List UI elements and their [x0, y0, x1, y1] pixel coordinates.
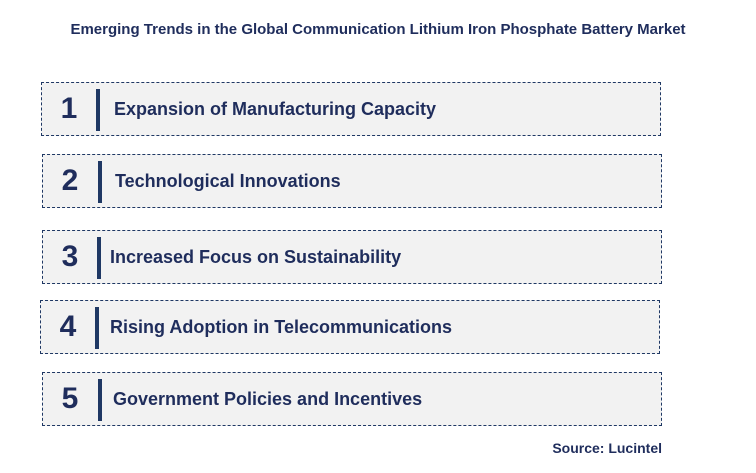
trend-number: 1 — [60, 92, 78, 125]
trend-item-4: 4 Rising Adoption in Telecommunications — [40, 300, 660, 354]
trend-divider — [95, 307, 99, 349]
trend-label: Technological Innovations — [115, 171, 341, 191]
trend-number: 5 — [61, 382, 79, 415]
trend-item-5: 5 Government Policies and Incentives — [42, 372, 662, 426]
trend-divider — [97, 237, 101, 279]
diagram-title: Emerging Trends in the Global Communicat… — [70, 21, 686, 38]
trend-label: Increased Focus on Sustainability — [110, 247, 402, 267]
trend-divider — [98, 379, 102, 421]
trend-label: Rising Adoption in Telecommunications — [110, 317, 453, 337]
trend-number: 3 — [61, 240, 79, 273]
trend-number: 2 — [61, 164, 79, 197]
trend-item-2: 2 Technological Innovations — [42, 154, 662, 208]
trend-label: Expansion of Manufacturing Capacity — [114, 99, 437, 119]
trend-divider — [96, 89, 100, 131]
source-label: Source: Lucintel — [552, 440, 662, 456]
trend-number: 4 — [59, 310, 77, 343]
trend-item-3: 3 Increased Focus on Sustainability — [42, 230, 662, 284]
trend-item-1: 1 Expansion of Manufacturing Capacity — [41, 82, 661, 136]
trend-label: Government Policies and Incentives — [113, 389, 423, 409]
trend-divider — [98, 161, 102, 203]
